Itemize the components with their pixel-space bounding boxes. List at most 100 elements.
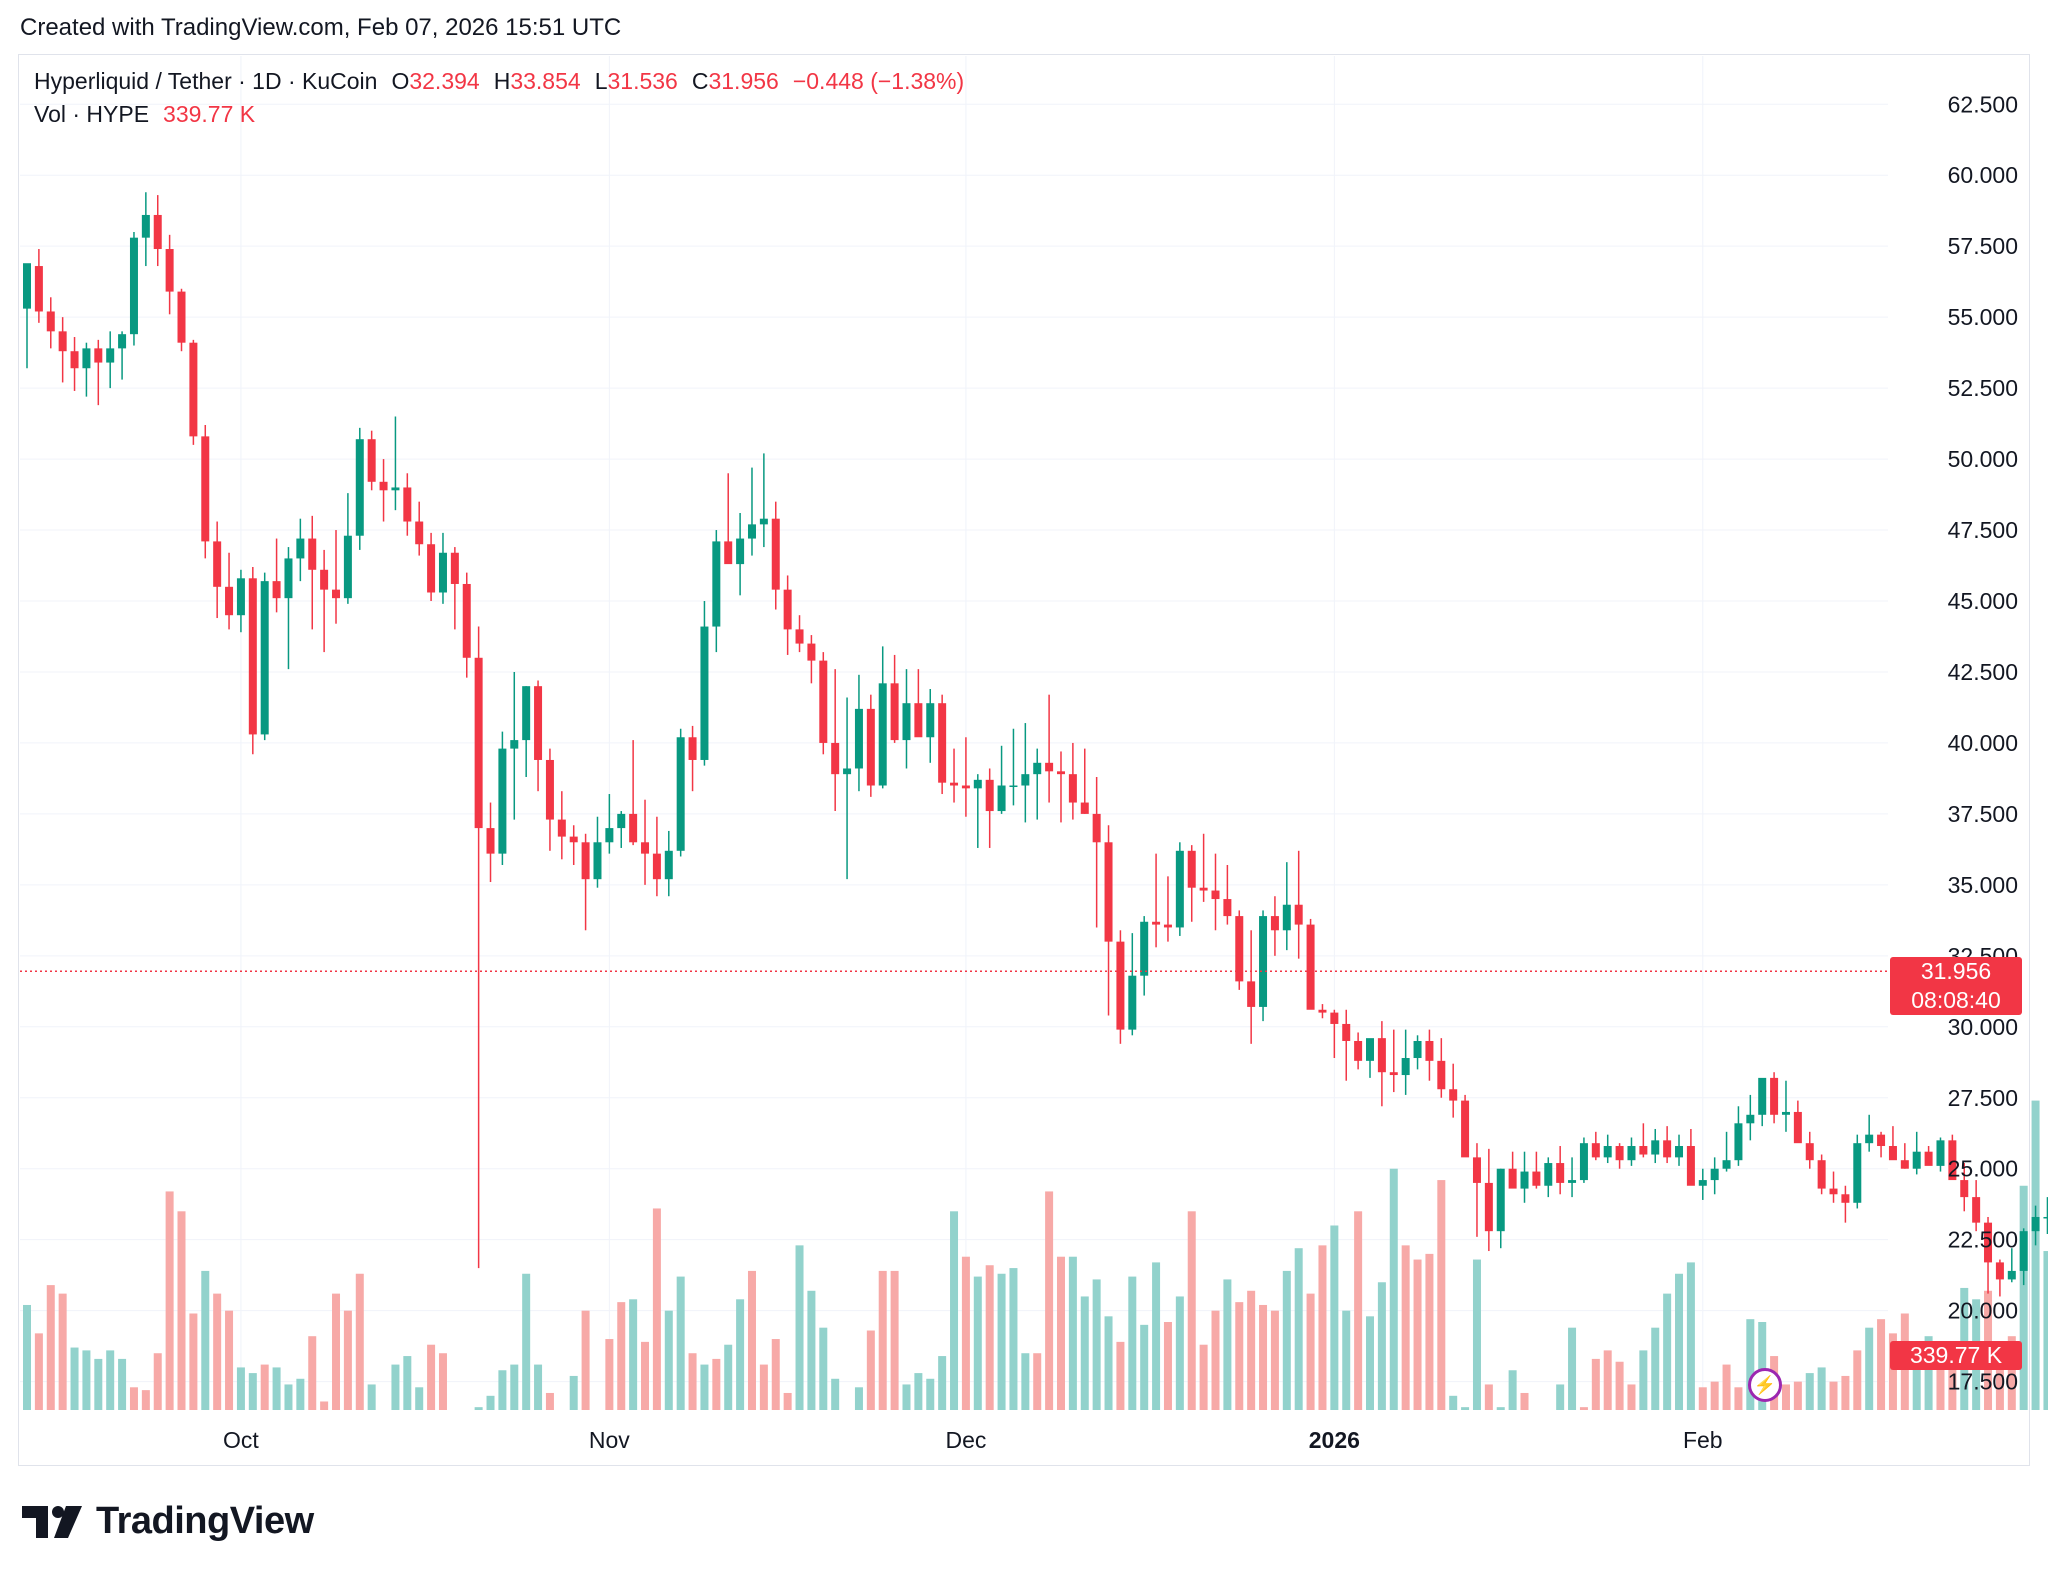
candle-body [510,740,519,749]
volume-bar [783,1392,792,1410]
volume-bar [1437,1180,1446,1410]
volume-bar [617,1302,626,1410]
volume-bar [1663,1293,1672,1410]
candle-body [1805,1143,1814,1161]
volume-bar [332,1293,341,1410]
volume-bar [1472,1259,1481,1410]
candle-body [712,541,721,627]
volume-bar [1199,1344,1208,1410]
candle-body [1544,1163,1553,1186]
volume-bar [58,1293,67,1410]
open-label: O [391,68,410,94]
volume-bar [1235,1302,1244,1410]
candle-body [1330,1012,1339,1024]
volume-bar [1175,1296,1184,1410]
volume-bar [1211,1310,1220,1410]
candle-body [1377,1038,1386,1073]
low-label: L [594,68,608,94]
candle-body [1259,916,1268,1007]
volume-bar [284,1384,293,1410]
x-axis-tick-label: 2026 [1309,1427,1360,1453]
last-price-value: 31.956 [1920,958,1992,985]
candle-body [1639,1146,1648,1155]
candle-body [1152,921,1161,925]
volume-label[interactable]: Vol · HYPE [34,101,150,127]
close-label: C [691,68,709,94]
candle-body [950,782,959,786]
volume-bar [1675,1273,1684,1410]
volume-bar [201,1270,210,1410]
candle-body [1984,1222,1993,1263]
candle-body [973,779,982,789]
y-axis-tick-label: 20.000 [1948,1298,2018,1324]
candle-body [938,703,947,783]
candle-body [1056,771,1065,775]
volume-bar [1009,1268,1018,1410]
volume-bar [1781,1384,1790,1410]
candle-body [296,538,305,559]
candle-body [1568,1180,1577,1183]
volume-bar [260,1364,269,1410]
candle-body [58,331,67,352]
candle-body [771,518,780,590]
volume-bar [177,1211,186,1410]
candle-body [34,266,43,312]
candle-body [403,487,412,522]
candle-body [1734,1123,1743,1161]
candle-body [1437,1060,1446,1090]
volume-bar [510,1364,519,1410]
candle-body [343,535,352,599]
volume-bar [902,1384,911,1410]
volume-bar [1912,1341,1921,1410]
low-value: 31.536 [607,68,678,94]
volume-bar [1306,1293,1315,1410]
candle-body [1579,1143,1588,1181]
candle-body [1793,1111,1802,1144]
candle-body [1770,1077,1779,1115]
candle-body [1948,1140,1957,1181]
volume-bar [795,1245,804,1410]
candle-body [1924,1151,1933,1166]
volume-bar [712,1358,721,1410]
chart-legend-volume: Vol · HYPE 339.77 K [34,101,255,128]
candle-body [486,828,495,854]
volume-bar [926,1378,935,1410]
candle-body [1817,1160,1826,1189]
candle-body [1045,762,1054,772]
candle-body [1092,813,1101,843]
candlestick-chart[interactable]: 62.500 60.000 57.500 55.000 52.500 50.000 47.5… [0,0,2048,1470]
volume-bar [700,1364,709,1410]
volume-bar [1603,1350,1612,1410]
candle-body [2031,1216,2040,1232]
volume-bar [961,1256,970,1410]
volume-bar [676,1276,685,1410]
lightning-icon[interactable]: ⚡ [1748,1368,1782,1402]
candle-body [1021,774,1030,786]
close-value: 31.956 [708,68,779,94]
symbol-label[interactable]: Hyperliquid / Tether · 1D · KuCoin [34,68,378,94]
open-value: 32.394 [409,68,480,94]
volume-bar [1710,1381,1719,1410]
change-value: −0.448 (−1.38%) [792,68,965,94]
volume-bar [1615,1361,1624,1410]
y-axis-tick-label: 45.000 [1948,588,2018,614]
volume-bar [213,1293,222,1410]
volume-bar [1591,1358,1600,1410]
candle-body [1651,1140,1660,1155]
volume-bar [1556,1384,1565,1410]
volume-bar [950,1211,959,1410]
candle-body [1294,904,1303,925]
volume-bar [70,1347,79,1410]
candle-body [201,436,210,542]
volume-bar [1104,1316,1113,1410]
volume-bar [1805,1373,1814,1410]
candle-body [46,311,55,332]
volume-bar [1116,1341,1125,1410]
candle-body [1116,941,1125,1030]
candle-body [997,785,1006,812]
volume-bar [1793,1381,1802,1410]
tradingview-logo[interactable]: TradingView [22,1500,314,1543]
volume-bar [34,1333,43,1410]
volume-bar [415,1387,424,1410]
candle-body [1520,1171,1529,1189]
